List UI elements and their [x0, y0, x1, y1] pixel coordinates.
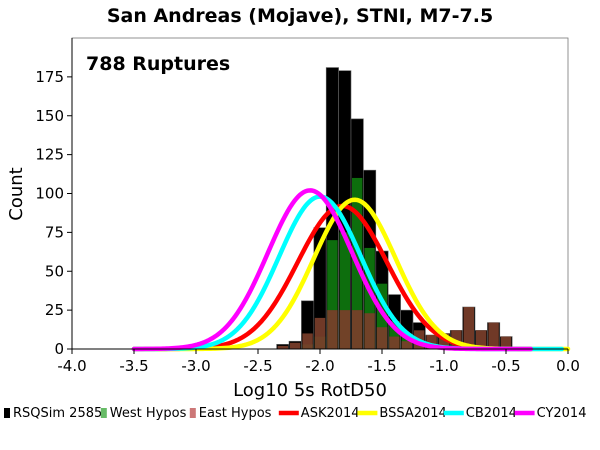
- bar-east: [389, 336, 400, 349]
- legend-label-bssa2014: BSSA2014: [379, 406, 446, 421]
- bar-east: [426, 335, 437, 349]
- y-tick-label: 125: [35, 146, 64, 164]
- x-tick-label: -3.0: [181, 357, 210, 375]
- legend-swatch-east-hypos: [189, 408, 196, 418]
- bar-east: [438, 333, 450, 349]
- y-tick-label: 25: [45, 301, 64, 319]
- y-tick-label: 50: [45, 262, 64, 280]
- x-ticks-group: -4.0 -3.5 -3.0 -2.5 -2.0 -1.5 -1.0 -0.5 0.0: [57, 349, 580, 375]
- y-ticks-group: 0 25 50 75 100 125 150 175: [35, 68, 72, 358]
- bar-west: [376, 283, 388, 349]
- legend-swatch-rsqsim-2585: [4, 408, 10, 418]
- ruptures-annotation: 788 Ruptures: [86, 53, 230, 75]
- y-tick-label: 175: [35, 68, 64, 86]
- bar-east: [500, 336, 512, 349]
- bar-west: [364, 247, 375, 349]
- bar-east: [401, 341, 412, 349]
- legend-label-cy2014: CY2014: [537, 406, 587, 421]
- x-tick-label: -2.0: [305, 357, 334, 375]
- chart-title: San Andreas (Mojave), STNI, M7-7.5: [107, 5, 493, 27]
- x-tick-label: -3.5: [119, 357, 148, 375]
- bar-east: [339, 310, 350, 349]
- y-tick-label: 100: [35, 185, 64, 203]
- bar-east: [277, 345, 288, 349]
- legend-label-east-hypos: East Hypos: [199, 406, 272, 421]
- legend-label-ask2014: ASK2014: [301, 406, 360, 421]
- legend-swatch-west-hypos: [100, 408, 107, 418]
- bar-west: [327, 240, 338, 349]
- x-axis-label: Log10 5s RotD50: [233, 380, 387, 401]
- bar-east: [290, 342, 301, 349]
- legend-label-west-hypos: West Hypos: [110, 406, 187, 421]
- y-axis-label: Count: [6, 167, 27, 220]
- bar-west: [389, 321, 400, 349]
- bar-east: [476, 330, 487, 349]
- y-tick-label: 75: [45, 223, 64, 241]
- bar-east: [364, 313, 375, 349]
- y-tick-label: 0: [54, 340, 64, 358]
- east-bars-group: [277, 307, 512, 349]
- bar-east: [327, 310, 338, 349]
- bar-east: [463, 307, 474, 349]
- bar-east: [451, 330, 462, 349]
- bar-east: [376, 327, 388, 349]
- x-tick-label: -4.0: [57, 357, 86, 375]
- x-tick-label: -0.5: [491, 357, 520, 375]
- legend-label-rsqsim-2585: RSQSim 2585: [13, 406, 102, 421]
- bar-east: [488, 322, 499, 349]
- x-tick-label: -2.5: [243, 357, 272, 375]
- bar-east: [352, 310, 363, 349]
- bar-west: [339, 232, 350, 349]
- x-tick-label: -1.5: [367, 357, 396, 375]
- legend: RSQSim 2585 West Hypos East Hypos ASK2014 BS…: [4, 406, 586, 421]
- legend-label-cb2014: CB2014: [466, 406, 517, 421]
- bar-east: [314, 317, 326, 349]
- x-tick-label: -1.0: [429, 357, 458, 375]
- y-tick-label: 150: [35, 107, 64, 125]
- bar-east: [302, 333, 313, 349]
- x-tick-label: 0.0: [556, 357, 580, 375]
